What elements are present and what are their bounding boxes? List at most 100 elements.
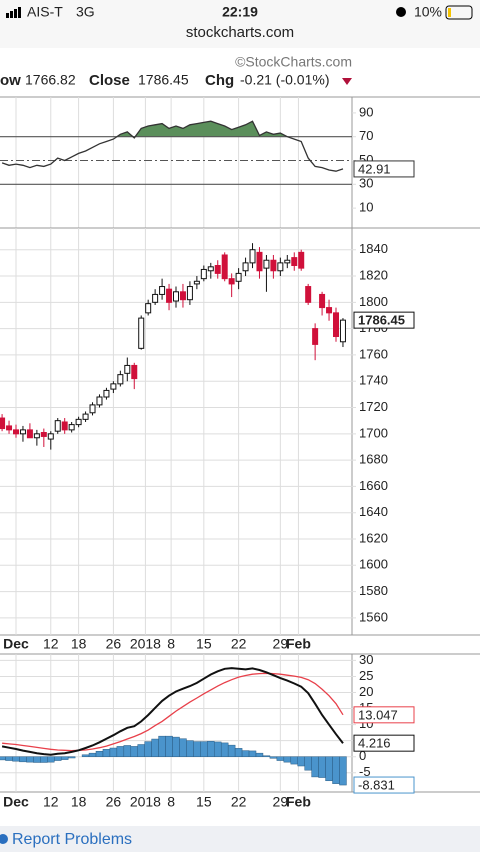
histogram-bar bbox=[123, 745, 132, 757]
candle-body bbox=[138, 317, 145, 349]
overbought-fill bbox=[2, 121, 343, 137]
candle-body bbox=[68, 424, 75, 431]
url[interactable]: stockcharts.com bbox=[186, 24, 294, 41]
candle-body bbox=[256, 251, 263, 272]
candle-body bbox=[319, 293, 326, 309]
histogram-bar bbox=[102, 749, 111, 757]
histogram-bar bbox=[151, 738, 159, 757]
value-tag-label: 42.91 bbox=[358, 161, 391, 176]
candle-body bbox=[166, 288, 173, 303]
x-tick-label: 22 bbox=[231, 636, 247, 652]
histogram-bar bbox=[130, 746, 138, 757]
value-tag-label: 1786.45 bbox=[358, 313, 405, 328]
candle-body bbox=[96, 396, 103, 406]
chg-label: Chg bbox=[205, 72, 234, 89]
value-tag bbox=[353, 311, 415, 329]
x-tick-label: 29 bbox=[273, 636, 289, 652]
histogram-bar bbox=[269, 756, 278, 759]
x-tick-label: 12 bbox=[43, 636, 59, 652]
candle-body bbox=[270, 259, 277, 272]
candle-body bbox=[312, 328, 319, 345]
histogram-bar bbox=[248, 750, 257, 757]
histogram-bar bbox=[227, 744, 236, 757]
histogram-bar bbox=[193, 741, 201, 757]
y-tick-label: 1720 bbox=[359, 399, 388, 414]
histogram-bar bbox=[311, 756, 319, 778]
candle-body bbox=[214, 265, 221, 274]
candle-body bbox=[47, 433, 54, 440]
candle-body bbox=[145, 303, 152, 314]
histogram-bar bbox=[207, 741, 215, 757]
candle-body bbox=[40, 432, 47, 437]
candle-body bbox=[242, 262, 249, 272]
candle-body bbox=[89, 404, 96, 414]
candle-body bbox=[179, 291, 186, 301]
histogram-bar bbox=[325, 756, 333, 782]
histogram-bar bbox=[304, 756, 312, 771]
signal-line bbox=[2, 672, 344, 752]
y-tick-label: 90 bbox=[359, 104, 373, 119]
y-tick-label: 30 bbox=[359, 176, 373, 191]
alarm-icon bbox=[396, 7, 406, 17]
chg-value: -0.21 (-0.01%) bbox=[240, 72, 329, 88]
candle-body bbox=[75, 418, 82, 426]
candle-body bbox=[193, 280, 200, 285]
close-label: Close bbox=[89, 72, 130, 89]
candle-body bbox=[117, 374, 124, 385]
x-tick-label: Feb bbox=[286, 636, 311, 652]
value-tag bbox=[353, 706, 415, 724]
candle-body bbox=[103, 389, 110, 398]
x-tick-label: 15 bbox=[196, 636, 212, 652]
close-value: 1786.45 bbox=[138, 72, 189, 88]
candle-body bbox=[333, 312, 339, 338]
histogram-bar bbox=[81, 754, 90, 757]
y-tick-label: 1580 bbox=[359, 583, 388, 598]
value-tag bbox=[353, 160, 415, 178]
clock: 22:19 bbox=[222, 4, 258, 20]
histogram-bar bbox=[19, 756, 27, 763]
histogram-bar bbox=[220, 742, 229, 757]
histogram-bar bbox=[290, 756, 298, 765]
x-tick-label: 8 bbox=[167, 636, 175, 652]
report-link[interactable]: Report Problems bbox=[12, 831, 132, 848]
histogram-bar bbox=[12, 756, 20, 762]
candle-body bbox=[110, 383, 117, 390]
histogram-bar bbox=[144, 741, 152, 757]
histogram-bar bbox=[200, 741, 208, 757]
low-label: ow bbox=[0, 72, 21, 89]
candle-body bbox=[6, 425, 13, 431]
candle-body bbox=[200, 268, 207, 280]
candle-body bbox=[305, 286, 312, 303]
candle-body bbox=[19, 429, 26, 435]
y-tick-label: 25 bbox=[359, 668, 373, 683]
histogram-bar bbox=[318, 756, 326, 778]
histogram-bar bbox=[5, 756, 13, 761]
candle-body bbox=[284, 259, 291, 264]
histogram-bar bbox=[297, 756, 305, 767]
candle-body bbox=[54, 420, 61, 432]
x-tick-label: Feb bbox=[286, 794, 311, 810]
x-tick-label: 29 bbox=[273, 794, 289, 810]
candle-body bbox=[33, 433, 40, 439]
y-tick-label: 1600 bbox=[359, 557, 388, 572]
value-tag-label: -8.831 bbox=[358, 777, 395, 792]
histogram-bar bbox=[95, 750, 104, 757]
y-tick-label: 0 bbox=[359, 748, 366, 763]
candle-body bbox=[124, 364, 131, 374]
candle-body bbox=[339, 319, 346, 343]
y-tick-label: 1700 bbox=[359, 425, 388, 440]
histogram-bar bbox=[40, 756, 48, 763]
candle-body bbox=[263, 259, 270, 269]
value-tag-label: 4.216 bbox=[358, 736, 391, 751]
link-icon bbox=[0, 834, 8, 844]
macd-line bbox=[1, 667, 344, 756]
signal-icon bbox=[6, 7, 21, 18]
footer-bar bbox=[0, 826, 480, 852]
histogram-bar bbox=[262, 755, 271, 757]
histogram-bar bbox=[137, 744, 145, 757]
carrier: AIS-T bbox=[27, 4, 63, 20]
histogram-bar bbox=[339, 756, 347, 786]
x-tick-label: 15 bbox=[196, 794, 212, 810]
logo: ©StockCharts.com bbox=[235, 54, 352, 70]
